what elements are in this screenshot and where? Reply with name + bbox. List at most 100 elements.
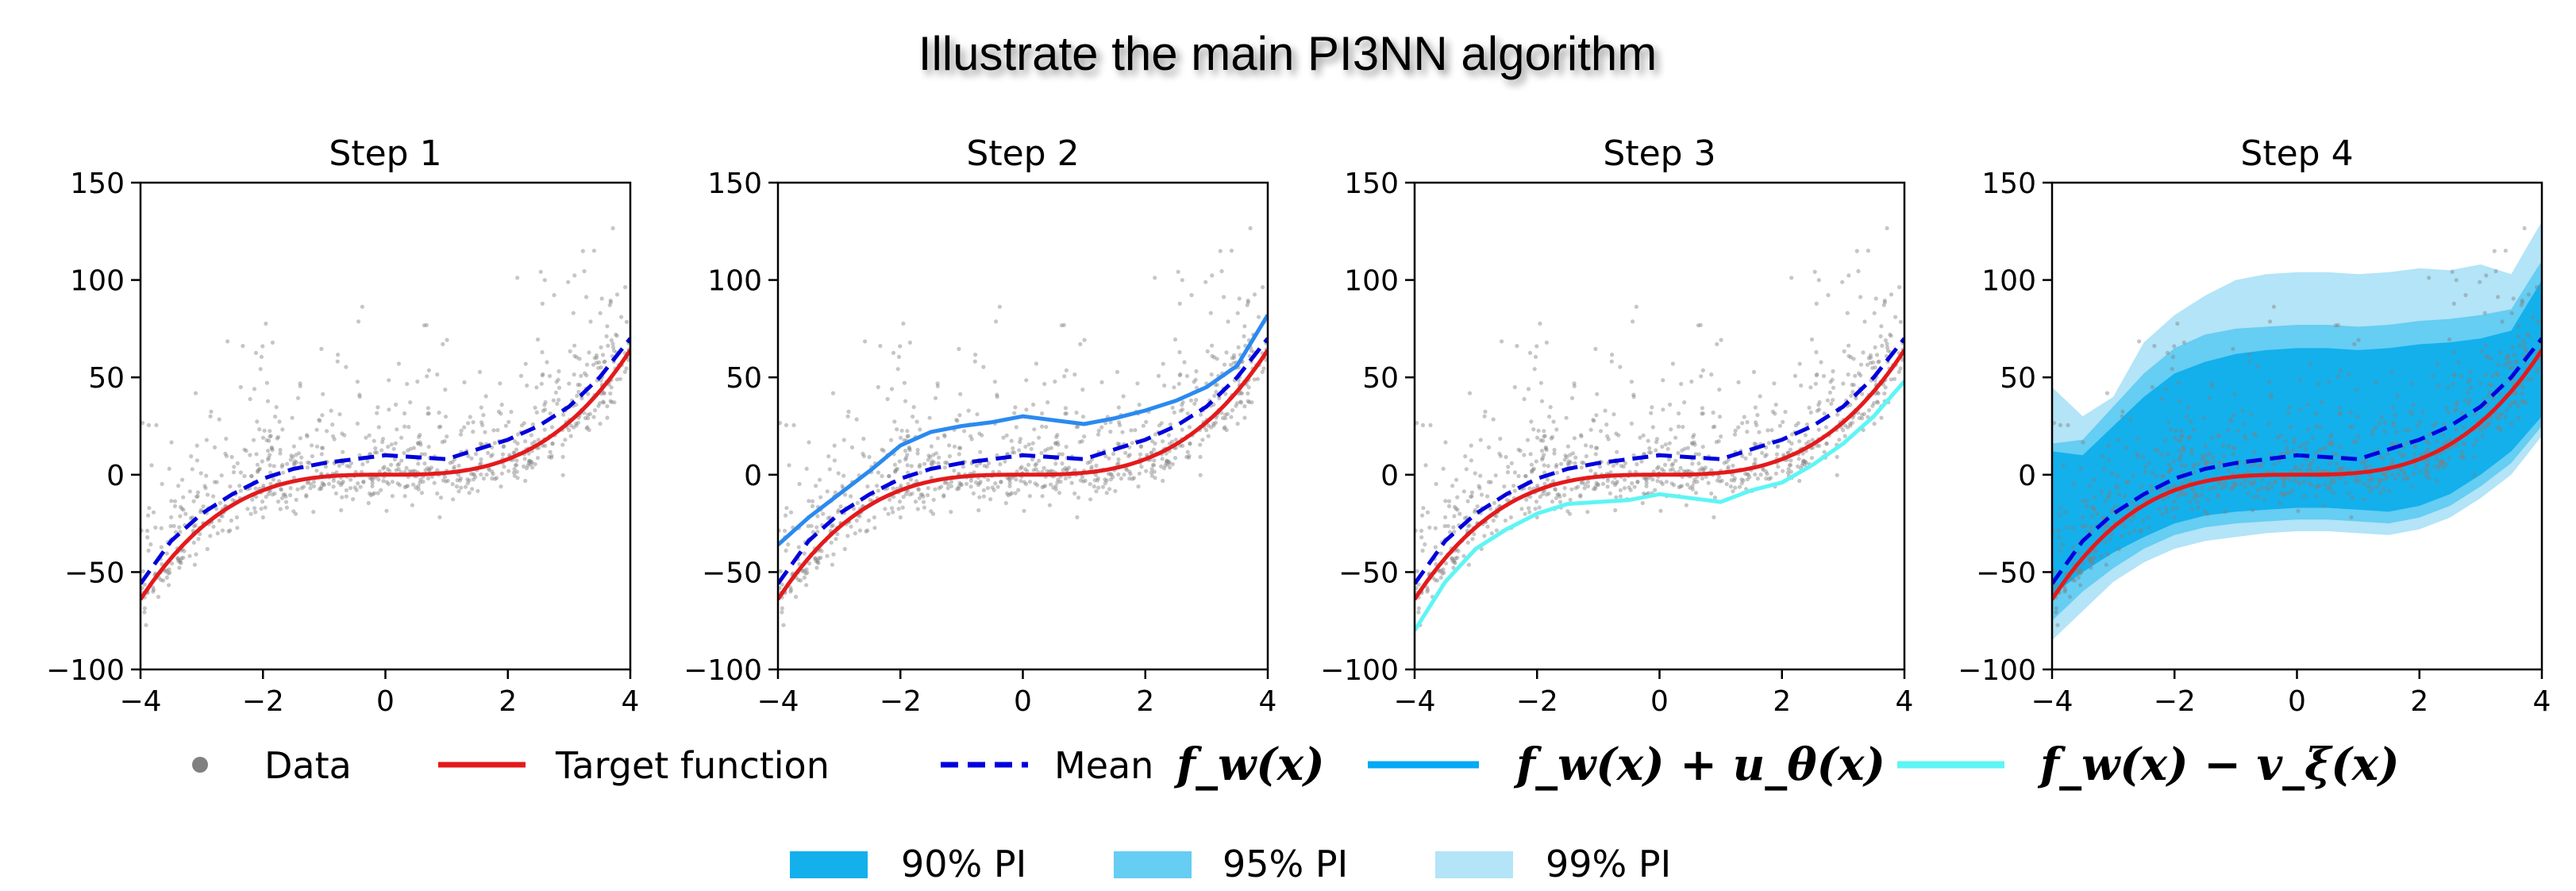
data-point xyxy=(1457,511,1462,516)
data-point xyxy=(2269,392,2274,397)
data-point xyxy=(283,494,288,499)
data-point xyxy=(469,456,474,461)
data-point xyxy=(1743,456,1748,461)
data-point xyxy=(1567,511,1573,516)
data-point xyxy=(896,507,901,511)
data-point xyxy=(256,469,260,474)
data-point xyxy=(827,467,832,472)
data-point xyxy=(1804,442,1809,446)
data-point xyxy=(2330,442,2335,447)
data-point xyxy=(584,362,590,367)
data-point xyxy=(386,467,391,472)
data-point xyxy=(536,438,541,442)
data-point xyxy=(842,492,848,497)
data-point xyxy=(1044,425,1049,430)
axes-frame xyxy=(776,181,1269,671)
data-point xyxy=(934,451,939,456)
data-point xyxy=(1733,485,1738,490)
data-point xyxy=(479,420,484,425)
data-point xyxy=(2182,477,2187,482)
data-point xyxy=(2411,403,2416,407)
data-point xyxy=(344,494,348,499)
data-point xyxy=(2070,577,2075,583)
data-point xyxy=(1873,345,1877,349)
data-point xyxy=(251,438,256,442)
legend-data-label: Data xyxy=(264,744,352,787)
data-point xyxy=(358,484,363,489)
data-point xyxy=(176,484,181,488)
data-point xyxy=(1872,422,1877,426)
data-point xyxy=(2114,484,2119,488)
data-point xyxy=(1789,276,1794,280)
data-point xyxy=(961,465,965,469)
data-point xyxy=(1168,465,1172,470)
data-point xyxy=(1885,349,1891,353)
data-point xyxy=(548,449,553,454)
data-point xyxy=(2216,433,2221,438)
data-point xyxy=(1595,482,1600,487)
data-point xyxy=(292,462,297,468)
data-point xyxy=(623,285,628,290)
data-point xyxy=(1690,461,1695,466)
data-point xyxy=(2378,478,2383,483)
data-point xyxy=(933,487,938,492)
data-point xyxy=(2329,433,2334,438)
data-point xyxy=(159,577,164,583)
data-point xyxy=(1842,349,1846,353)
data-point xyxy=(2328,442,2332,446)
data-point xyxy=(502,465,506,469)
data-point xyxy=(608,399,613,403)
data-point xyxy=(833,490,837,495)
data-point xyxy=(891,486,895,491)
data-point xyxy=(1809,337,1815,342)
data-point xyxy=(2189,447,2194,453)
data-point xyxy=(897,499,903,504)
data-point xyxy=(1030,457,1035,462)
data-point xyxy=(142,606,147,611)
data-point xyxy=(2454,427,2459,432)
data-point xyxy=(2091,556,2096,561)
data-point xyxy=(450,460,455,465)
data-point xyxy=(2489,357,2493,361)
data-point xyxy=(193,391,198,395)
data-point xyxy=(2487,382,2492,388)
data-point xyxy=(1477,486,1482,491)
data-point xyxy=(2192,470,2197,475)
data-point xyxy=(576,420,581,425)
data-point xyxy=(1075,515,1080,520)
data-point xyxy=(2362,482,2366,487)
data-point xyxy=(893,469,898,473)
data-point xyxy=(2339,468,2343,473)
data-point xyxy=(917,496,922,500)
data-point xyxy=(2492,249,2497,253)
data-point xyxy=(830,524,834,529)
data-point xyxy=(2147,461,2151,466)
data-point xyxy=(1770,409,1775,415)
y-tick-label: 100 xyxy=(70,265,125,298)
data-point xyxy=(2512,353,2517,357)
data-point xyxy=(614,332,618,337)
data-point xyxy=(599,296,604,301)
data-point xyxy=(2209,384,2214,388)
data-point xyxy=(1024,378,1029,383)
data-point xyxy=(419,491,425,496)
data-point xyxy=(2135,451,2139,456)
data-point xyxy=(1678,484,1683,489)
data-point xyxy=(2089,565,2093,570)
data-point xyxy=(1614,431,1619,436)
data-point xyxy=(1003,500,1008,506)
data-point xyxy=(1152,463,1157,468)
data-point xyxy=(1180,407,1185,412)
data-point xyxy=(1095,478,1100,483)
data-point xyxy=(1764,453,1769,457)
data-point xyxy=(146,513,151,518)
data-point xyxy=(813,556,818,561)
data-point xyxy=(347,464,352,469)
data-point xyxy=(899,428,904,433)
data-point xyxy=(2201,453,2205,458)
data-point xyxy=(1742,472,1748,476)
data-point xyxy=(1119,476,1123,481)
data-point xyxy=(2329,440,2334,445)
data-point xyxy=(2370,432,2375,437)
data-point xyxy=(1163,463,1168,468)
